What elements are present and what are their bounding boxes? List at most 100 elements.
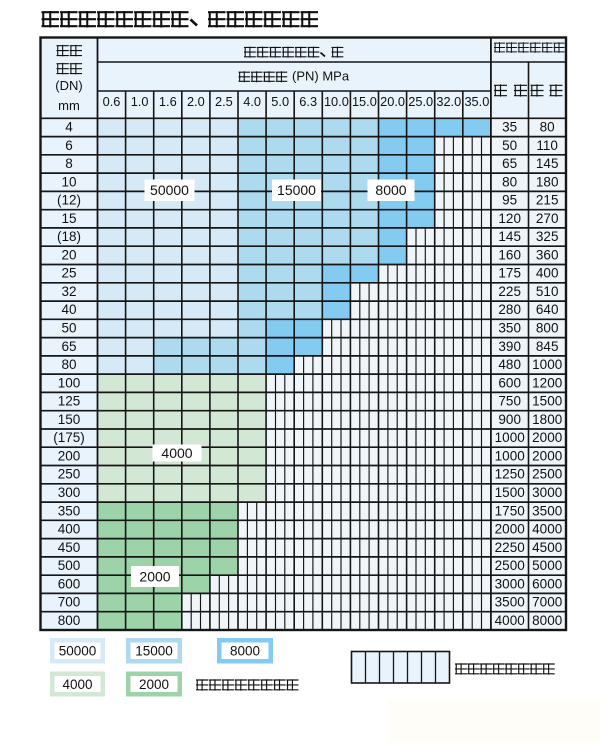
svg-text:mm: mm xyxy=(58,98,80,113)
svg-text:2250: 2250 xyxy=(495,540,525,555)
svg-text:215: 215 xyxy=(536,193,559,208)
svg-text:2500: 2500 xyxy=(495,558,525,573)
svg-text:15: 15 xyxy=(61,211,76,226)
svg-text:(175): (175) xyxy=(53,430,85,445)
svg-text:900: 900 xyxy=(498,412,521,427)
svg-text:15.0: 15.0 xyxy=(352,94,377,109)
svg-text:95: 95 xyxy=(502,193,517,208)
svg-text:10.0: 10.0 xyxy=(324,94,349,109)
svg-text:145: 145 xyxy=(498,229,521,244)
svg-text:3000: 3000 xyxy=(532,485,562,500)
svg-text:80: 80 xyxy=(502,174,517,189)
svg-text:50000: 50000 xyxy=(59,644,97,659)
svg-text:2000: 2000 xyxy=(532,448,562,463)
svg-text:20: 20 xyxy=(61,247,76,262)
svg-text:1000: 1000 xyxy=(495,448,525,463)
svg-text:8: 8 xyxy=(65,156,73,171)
svg-text:150: 150 xyxy=(58,412,81,427)
svg-text:125: 125 xyxy=(58,394,81,409)
svg-text:15000: 15000 xyxy=(135,644,173,659)
svg-text:4000: 4000 xyxy=(161,445,192,461)
svg-text:700: 700 xyxy=(58,595,81,610)
svg-text:325: 325 xyxy=(536,229,559,244)
svg-text:8000: 8000 xyxy=(230,644,260,659)
svg-text:80: 80 xyxy=(540,120,555,135)
svg-text:80: 80 xyxy=(61,357,76,372)
svg-text:3500: 3500 xyxy=(495,595,525,610)
svg-text:1200: 1200 xyxy=(532,375,562,390)
svg-text:300: 300 xyxy=(58,485,81,500)
svg-text:32: 32 xyxy=(61,284,76,299)
svg-text:110: 110 xyxy=(536,138,558,153)
svg-text:800: 800 xyxy=(58,613,81,628)
svg-text:640: 640 xyxy=(536,302,559,317)
svg-text:8000: 8000 xyxy=(532,613,562,628)
svg-text:6.3: 6.3 xyxy=(299,94,317,109)
svg-text:20.0: 20.0 xyxy=(380,94,405,109)
svg-text:25: 25 xyxy=(61,266,76,281)
svg-text:4.0: 4.0 xyxy=(243,94,261,109)
svg-text:10: 10 xyxy=(61,174,76,189)
svg-text:180: 180 xyxy=(536,174,559,189)
svg-text:800: 800 xyxy=(536,321,559,336)
svg-text:1.0: 1.0 xyxy=(131,94,149,109)
svg-text:450: 450 xyxy=(58,540,81,555)
svg-text:5.0: 5.0 xyxy=(271,94,289,109)
svg-text:350: 350 xyxy=(58,503,81,518)
svg-text:2000: 2000 xyxy=(495,522,525,537)
svg-text:32.0: 32.0 xyxy=(436,94,461,109)
svg-text:(12): (12) xyxy=(57,193,81,208)
svg-text:160: 160 xyxy=(498,247,521,262)
svg-text:50: 50 xyxy=(61,321,76,336)
svg-text:15000: 15000 xyxy=(277,182,316,198)
svg-text:225: 225 xyxy=(498,284,521,299)
svg-text:1.6: 1.6 xyxy=(159,94,177,109)
svg-text:750: 750 xyxy=(498,394,521,409)
svg-text:100: 100 xyxy=(58,375,81,390)
svg-text:3500: 3500 xyxy=(532,503,562,518)
svg-text:7000: 7000 xyxy=(532,595,562,610)
svg-text:1500: 1500 xyxy=(495,485,525,500)
svg-text:1800: 1800 xyxy=(532,412,562,427)
svg-text:4500: 4500 xyxy=(532,540,562,555)
svg-text:0.6: 0.6 xyxy=(103,94,121,109)
svg-text:2.0: 2.0 xyxy=(187,94,205,109)
svg-text:35: 35 xyxy=(502,120,517,135)
svg-text:400: 400 xyxy=(536,266,559,281)
svg-text:480: 480 xyxy=(498,357,521,372)
svg-text:600: 600 xyxy=(58,576,81,591)
svg-text:6: 6 xyxy=(65,138,73,153)
svg-text:1500: 1500 xyxy=(532,394,562,409)
svg-text:65: 65 xyxy=(502,156,517,171)
svg-text:65: 65 xyxy=(61,339,76,354)
svg-text:40: 40 xyxy=(61,302,76,317)
svg-text:390: 390 xyxy=(498,339,521,354)
svg-text:25.0: 25.0 xyxy=(408,94,433,109)
svg-text:250: 250 xyxy=(58,467,81,482)
svg-text:4000: 4000 xyxy=(495,613,525,628)
svg-text:4: 4 xyxy=(65,120,73,135)
svg-text:2.5: 2.5 xyxy=(215,94,233,109)
svg-text:35.0: 35.0 xyxy=(464,94,489,109)
svg-text:1250: 1250 xyxy=(495,467,525,482)
svg-text:50: 50 xyxy=(502,138,517,153)
svg-text:845: 845 xyxy=(536,339,559,354)
svg-text:400: 400 xyxy=(58,522,81,537)
svg-text:500: 500 xyxy=(58,558,81,573)
svg-text:8000: 8000 xyxy=(375,182,406,198)
svg-text:4000: 4000 xyxy=(62,677,92,692)
svg-text:1000: 1000 xyxy=(532,357,562,372)
svg-text:2000: 2000 xyxy=(532,430,562,445)
svg-text:(DN): (DN) xyxy=(55,78,82,93)
svg-text:350: 350 xyxy=(498,321,521,336)
svg-text:1000: 1000 xyxy=(495,430,525,445)
svg-text:50000: 50000 xyxy=(150,182,189,198)
svg-text:(PN) MPa: (PN) MPa xyxy=(292,68,350,83)
svg-text:2500: 2500 xyxy=(532,467,562,482)
svg-text:270: 270 xyxy=(536,211,559,226)
svg-text:3000: 3000 xyxy=(495,576,525,591)
svg-text:175: 175 xyxy=(498,266,521,281)
svg-text:1750: 1750 xyxy=(495,503,525,518)
svg-text:(18): (18) xyxy=(57,229,81,244)
svg-text:2000: 2000 xyxy=(139,568,170,584)
